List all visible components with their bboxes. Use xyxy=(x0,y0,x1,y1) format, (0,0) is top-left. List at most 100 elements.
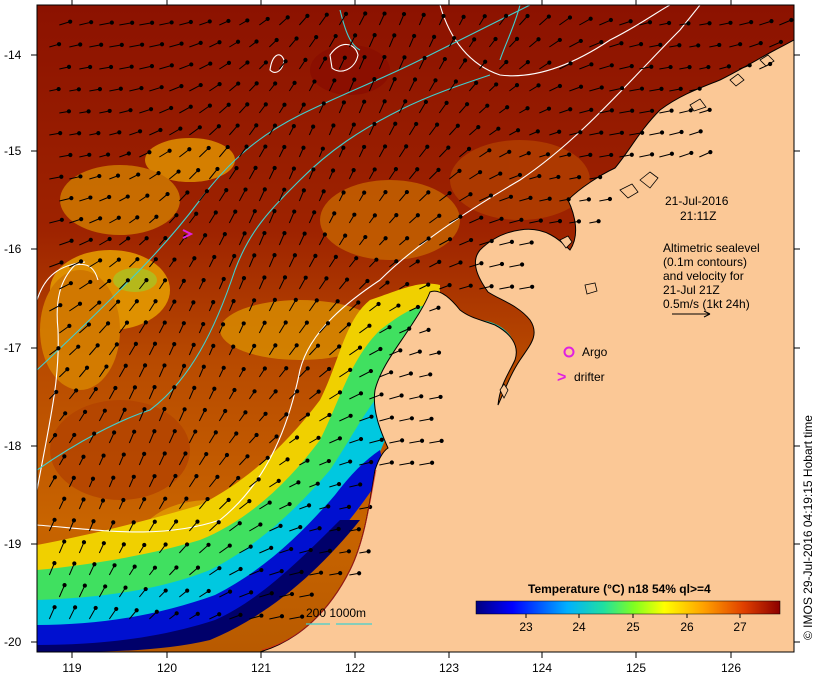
velocity-arrow-head xyxy=(101,453,106,458)
velocity-arrow-head xyxy=(332,211,337,216)
velocity-arrow-head xyxy=(352,77,357,82)
velocity-arrow-head xyxy=(88,195,93,200)
velocity-arrow-head xyxy=(357,571,362,576)
velocity-arrow-head xyxy=(121,497,126,503)
velocity-arrow-head xyxy=(316,389,321,394)
velocity-arrow-head xyxy=(362,99,367,104)
velocity-arrow-head xyxy=(132,564,137,569)
velocity-arrow-head xyxy=(439,438,444,443)
velocity-arrow-head xyxy=(68,152,73,158)
velocity-arrow-head xyxy=(142,497,147,502)
velocity-arrow-head xyxy=(193,429,198,434)
velocity-arrow-head xyxy=(304,320,309,325)
velocity-arrow-head xyxy=(284,366,289,371)
velocity-arrow-head xyxy=(295,389,300,394)
velocity-arrow-head xyxy=(326,458,331,464)
velocity-arrow-head xyxy=(351,167,356,173)
velocity-arrow-head xyxy=(222,232,227,237)
velocity-arrow xyxy=(379,462,392,466)
velocity-arrow-head xyxy=(252,389,257,394)
velocity-arrow-head xyxy=(142,451,147,456)
drifter-label: drifter xyxy=(574,370,605,384)
velocity-arrow-head xyxy=(303,275,308,280)
legend-line: (0.1m contours) xyxy=(663,255,747,269)
velocity-arrow-head xyxy=(143,586,148,592)
velocity-arrow xyxy=(499,241,513,246)
velocity-arrow-head xyxy=(292,80,297,85)
velocity-arrow xyxy=(349,347,361,356)
velocity-arrow-head xyxy=(382,144,388,149)
velocity-arrow-head xyxy=(537,173,542,179)
velocity-arrow-head xyxy=(152,565,158,570)
velocity-arrow-head xyxy=(162,406,167,412)
velocity-arrow-head xyxy=(301,145,306,150)
velocity-arrow-head xyxy=(71,518,77,523)
plot-frame xyxy=(36,4,795,653)
velocity-arrow-head xyxy=(62,539,67,544)
velocity-arrow xyxy=(389,439,403,444)
velocity-arrow-head xyxy=(262,366,267,371)
velocity-arrow-head xyxy=(59,217,64,222)
velocity-arrow-head xyxy=(205,496,210,502)
velocity-arrow xyxy=(629,88,643,92)
velocity-arrow xyxy=(178,409,186,422)
velocity-arrow-head xyxy=(547,60,552,65)
velocity-arrow-head xyxy=(269,545,274,550)
velocity-arrow-head xyxy=(447,237,453,242)
velocity-arrow-head xyxy=(65,367,70,372)
velocity-arrow-head xyxy=(422,55,427,61)
velocity-arrow-head xyxy=(224,188,229,193)
velocity-arrow-head xyxy=(226,497,231,503)
velocity-arrow-head xyxy=(494,82,499,87)
velocity-arrow-head xyxy=(444,100,449,105)
velocity-arrow-head xyxy=(466,146,472,151)
velocity-arrow-head xyxy=(188,104,193,109)
velocity-arrow xyxy=(248,210,256,224)
velocity-arrow-head xyxy=(472,37,477,42)
velocity-arrow-head xyxy=(457,168,462,173)
velocity-arrow-head xyxy=(499,261,505,267)
lat-label: -19 xyxy=(4,537,22,551)
velocity-arrow-head xyxy=(181,321,186,326)
velocity-arrow-head xyxy=(158,127,163,133)
velocity-arrow-head xyxy=(92,562,97,567)
velocity-arrow-head xyxy=(293,297,298,302)
velocity-arrow xyxy=(168,475,176,488)
velocity-arrow xyxy=(569,40,582,48)
velocity-arrow-head xyxy=(437,259,442,264)
velocity-arrow-head xyxy=(185,190,190,195)
velocity-arrow-head xyxy=(116,257,121,262)
velocity-arrow-head xyxy=(311,167,316,172)
velocity-arrow-head xyxy=(98,216,103,221)
velocity-arrow-head xyxy=(536,83,541,88)
velocity-arrow xyxy=(589,41,602,48)
velocity-arrow-head xyxy=(504,59,509,65)
velocity-arrow-head xyxy=(479,215,484,220)
velocity-arrow-head xyxy=(769,19,774,24)
velocity-arrow xyxy=(239,546,251,554)
velocity-arrow-head xyxy=(409,416,414,421)
velocity-arrow-head xyxy=(76,87,81,92)
velocity-arrow-head xyxy=(385,280,390,285)
velocity-arrow-head xyxy=(269,591,274,596)
legend-line: 21-Jul 21Z xyxy=(663,283,720,297)
velocity-arrow-head xyxy=(519,217,524,222)
velocity-arrow-head xyxy=(436,167,441,172)
velocity-arrow-head xyxy=(357,345,363,350)
velocity-arrow-head xyxy=(279,569,284,574)
lat-axis: -14 -15 -16 -17 -18 -19 -20 xyxy=(4,48,800,649)
velocity-arrow-head xyxy=(52,475,57,480)
velocity-arrow xyxy=(98,323,109,334)
velocity-arrow-head xyxy=(344,277,350,282)
velocity-arrow-head xyxy=(353,33,358,38)
velocity-arrow-head xyxy=(441,13,446,19)
velocity-arrow-head xyxy=(77,131,82,136)
velocity-arrow-head xyxy=(423,99,429,105)
velocity-arrow-head xyxy=(283,320,288,325)
velocity-arrow-head xyxy=(483,59,488,64)
velocity-arrow-head xyxy=(215,166,220,172)
velocity-arrow-head xyxy=(289,591,295,597)
drifter-symbol: > xyxy=(557,369,566,386)
velocity-arrow-head xyxy=(236,475,241,481)
velocity-arrow xyxy=(358,13,366,26)
